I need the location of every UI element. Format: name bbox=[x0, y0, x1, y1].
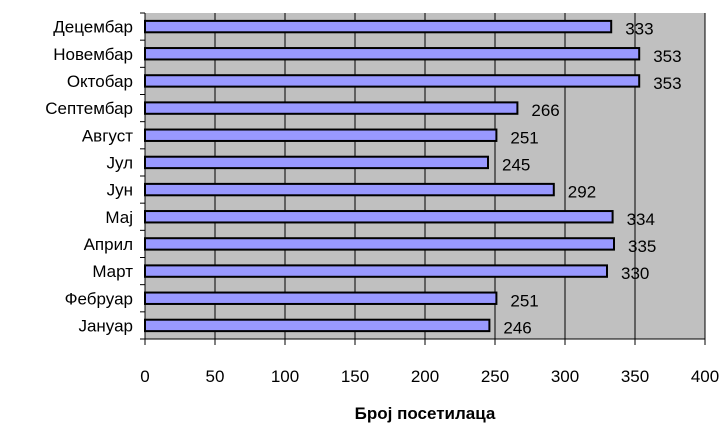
x-tick-label: 100 bbox=[271, 367, 299, 386]
data-label: 251 bbox=[510, 128, 538, 147]
bar bbox=[144, 101, 519, 115]
bars bbox=[144, 19, 641, 333]
data-label: 330 bbox=[621, 264, 649, 283]
category-label: Октобар bbox=[67, 72, 133, 91]
bar bbox=[144, 264, 608, 278]
x-tick-labels: 0 50 100 150 200 250 300 350 400 bbox=[140, 367, 719, 386]
data-label: 334 bbox=[627, 210, 655, 229]
x-tick-label: 50 bbox=[206, 367, 225, 386]
data-label: 251 bbox=[510, 291, 538, 310]
category-label: Март bbox=[92, 262, 133, 281]
x-tick-label: 0 bbox=[140, 367, 149, 386]
category-label: Април bbox=[84, 235, 133, 254]
data-label: 333 bbox=[625, 20, 653, 39]
x-tick-label: 350 bbox=[621, 367, 649, 386]
data-label: 353 bbox=[653, 74, 681, 93]
category-label: Фебруар bbox=[65, 289, 133, 308]
bar bbox=[144, 237, 615, 251]
category-label: Јун bbox=[107, 181, 133, 200]
bar bbox=[144, 74, 641, 88]
x-tick-label: 150 bbox=[341, 367, 369, 386]
bar bbox=[144, 128, 498, 142]
category-label: Август bbox=[82, 126, 133, 145]
data-label: 292 bbox=[568, 183, 596, 202]
x-tick-label: 300 bbox=[551, 367, 579, 386]
category-label: Септембар bbox=[45, 99, 133, 118]
bar bbox=[144, 155, 489, 170]
bar bbox=[144, 19, 613, 34]
category-label: Мај bbox=[105, 208, 133, 227]
data-label: 353 bbox=[653, 47, 681, 66]
category-label: Јануар bbox=[78, 316, 133, 335]
gridlines bbox=[140, 12, 706, 345]
bar bbox=[144, 318, 491, 333]
data-label: 266 bbox=[531, 101, 559, 120]
x-tick-label: 400 bbox=[691, 367, 719, 386]
data-label: 246 bbox=[503, 318, 531, 337]
x-tick-label: 200 bbox=[411, 367, 439, 386]
category-labels: Децембар Новембар Октобар Септембар Август Ју… bbox=[45, 18, 133, 336]
category-label: Јул bbox=[106, 153, 133, 172]
x-tick-label: 250 bbox=[481, 367, 509, 386]
bar bbox=[144, 210, 614, 224]
bar bbox=[144, 47, 641, 61]
bar bbox=[144, 291, 498, 305]
data-label: 245 bbox=[502, 155, 530, 174]
bar bbox=[144, 182, 555, 197]
x-axis-title: Број посетилаца bbox=[355, 404, 496, 423]
category-label: Децембар bbox=[53, 18, 133, 37]
data-label: 335 bbox=[628, 237, 656, 256]
category-label: Новембар bbox=[53, 45, 133, 64]
